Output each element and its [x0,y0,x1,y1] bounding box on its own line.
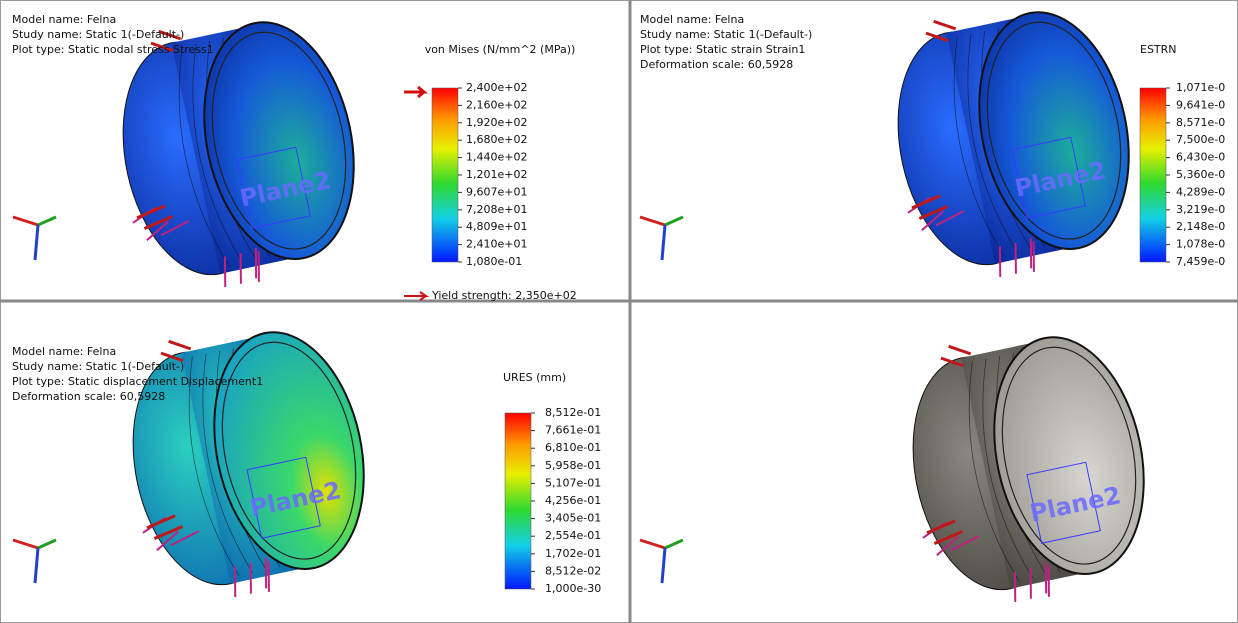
legend-label: 2,400e+02 [466,81,527,94]
plot-info: Study name: Static 1(-Default-) [640,28,812,41]
legend-label: 1,078e-0 [1176,238,1225,251]
yield-strength: Yield strength: 2,350e+02 [431,289,577,302]
legend-label: 2,160e+02 [466,98,527,111]
legend-label: 1,702e-01 [545,547,601,560]
plot-info: Study name: Static 1(-Default-) [12,28,184,41]
plot-info: Plot type: Static strain Strain1 [640,43,805,56]
legend-label: 8,512e-02 [545,564,601,577]
legend-label: 8,571e-0 [1176,116,1225,129]
legend-label: 1,680e+02 [466,133,527,146]
legend-label: 8,512e-01 [545,406,601,419]
simulation-viewports: Plane2Model name: FelnaStudy name: Stati… [0,0,1238,623]
legend-title: von Mises (N/mm^2 (MPa)) [425,43,576,56]
legend-label: 5,360e-0 [1176,168,1225,181]
plot-info: Plot type: Static displacement Displacem… [12,375,263,388]
legend-label: 7,208e+01 [466,203,527,216]
plot-info: Plot type: Static nodal stress Stress1 [12,43,214,56]
legend-label: 7,500e-0 [1176,133,1225,146]
legend-label: 6,810e-01 [545,441,601,454]
legend-label: 2,554e-01 [545,529,601,542]
color-bar [505,413,531,589]
legend-label: 4,256e-01 [545,494,601,507]
legend-label: 1,071e-0 [1176,81,1225,94]
legend-title: URES (mm) [503,371,566,384]
plot-info: Deformation scale: 60,5928 [640,58,793,71]
legend-label: 2,410e+01 [466,238,527,251]
legend-label: 7,459e-0 [1176,255,1225,268]
legend-label: 6,430e-0 [1176,151,1225,164]
plot-info: Model name: Felna [12,345,116,358]
legend-label: 3,219e-0 [1176,203,1225,216]
legend-label: 1,201e+02 [466,168,527,181]
legend-label: 9,607e+01 [466,185,527,198]
legend-label: 7,661e-01 [545,424,601,437]
plot-info: Deformation scale: 60,5928 [12,390,165,403]
legend-label: 9,641e-0 [1176,98,1225,111]
legend-label: 4,289e-0 [1176,185,1225,198]
legend-label: 3,405e-01 [545,512,601,525]
legend-label: 5,107e-01 [545,476,601,489]
plot-info: Study name: Static 1(-Default-) [12,360,184,373]
plot-info: Model name: Felna [12,13,116,26]
legend-label: 1,000e-30 [545,582,601,595]
legend-label: 1,920e+02 [466,116,527,129]
color-bar [1140,88,1166,262]
legend-label: 1,080e-01 [466,255,522,268]
legend-label: 2,148e-0 [1176,220,1225,233]
plot-info: Model name: Felna [640,13,744,26]
legend-label: 4,809e+01 [466,220,527,233]
legend-title: ESTRN [1140,43,1177,56]
legend-label: 5,958e-01 [545,459,601,472]
color-bar [432,88,458,262]
legend-label: 1,440e+02 [466,151,527,164]
